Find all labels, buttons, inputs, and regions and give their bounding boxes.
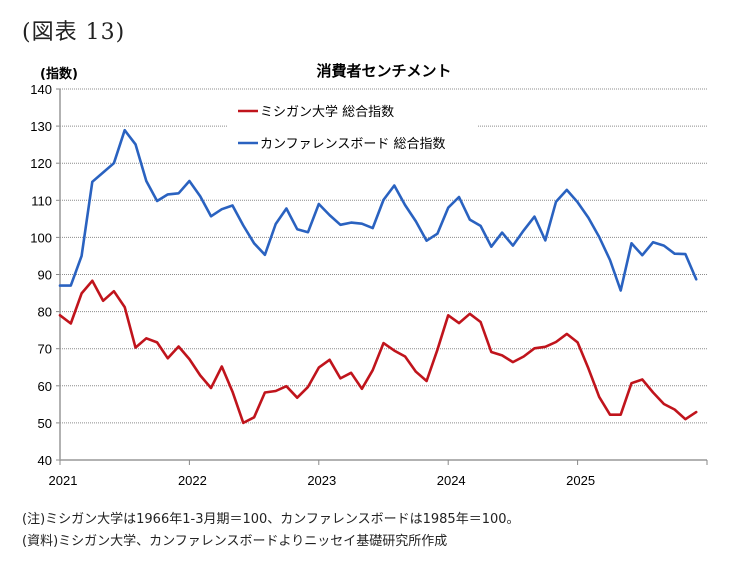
- y-tick-label: 50: [38, 416, 52, 431]
- y-tick-label: 100: [30, 230, 52, 245]
- legend-background: [228, 96, 478, 156]
- x-tick-label: 2022: [178, 473, 207, 488]
- y-tick-label: 40: [38, 453, 52, 468]
- series-line-michigan: [58, 279, 698, 425]
- x-tick-label: 2025: [566, 473, 595, 488]
- figure-label: (図表 13): [22, 20, 126, 45]
- chart-title: 消費者センチメント: [316, 62, 452, 80]
- legend-label: カンファレンスボード 総合指数: [260, 137, 445, 152]
- y-tick-label: 110: [31, 193, 52, 208]
- x-tick-label: 2024: [437, 473, 466, 488]
- note-text: (注)ミシガン大学は1966年1-3月期＝100、カンファレンスボードは1985…: [22, 512, 520, 527]
- source-text: (資料)ミシガン大学、カンファレンスボードよりニッセイ基礎研究所作成: [22, 534, 448, 549]
- y-axis-unit-label: (指数): [40, 67, 78, 82]
- y-tick-label: 60: [38, 379, 52, 394]
- axes: [56, 88, 708, 465]
- chart-title-wrap: 消費者センチメント: [0, 60, 740, 81]
- series-lines: [58, 128, 698, 425]
- y-tick-label: 80: [38, 305, 52, 320]
- y-tick-label: 90: [38, 268, 52, 283]
- y-tick-label: 140: [30, 82, 52, 97]
- y-tick-label: 70: [38, 342, 52, 357]
- x-tick-labels: 2021 2022 2023 2024 2025: [49, 473, 596, 488]
- y-tick-label: 120: [30, 156, 52, 171]
- y-tick-label: 130: [30, 119, 52, 134]
- y-tick-labels: 40 50 60 70 80 90 100 110 120 130 140: [30, 82, 52, 468]
- x-tick-label: 2021: [49, 473, 78, 488]
- legend-label: ミシガン大学 総合指数: [260, 104, 394, 120]
- series-line-conference-board: [58, 128, 698, 292]
- x-tick-label: 2023: [307, 473, 336, 488]
